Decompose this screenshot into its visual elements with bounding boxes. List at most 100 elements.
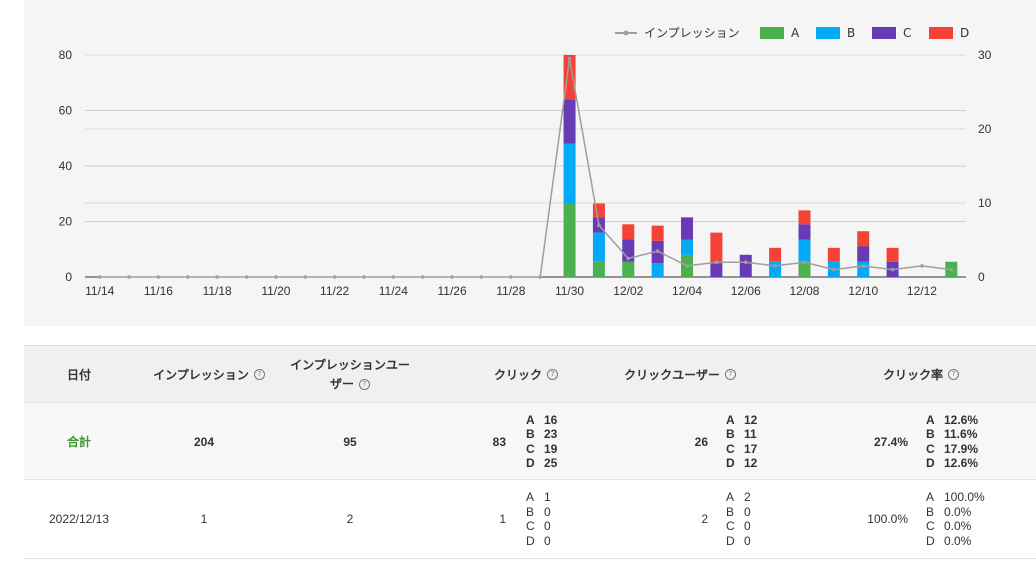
impressions-point xyxy=(920,264,924,268)
bar-segment-a xyxy=(622,261,635,277)
total-label: 合計 xyxy=(66,435,91,449)
bar-segment-a xyxy=(798,261,811,277)
help-icon[interactable]: ? xyxy=(547,369,558,380)
y-left-tick-label: 20 xyxy=(59,215,73,229)
bar-segment-b xyxy=(798,239,811,262)
legend-label: A xyxy=(791,26,800,40)
stacked-bar-chart: 0 20 40 60 80 0 10 20 30 11/14 11/16 11/18 11/20 11/2… xyxy=(59,26,992,298)
help-icon[interactable]: ? xyxy=(253,369,265,380)
row-ctr: 100.0% xyxy=(867,512,908,526)
x-tick-label: 12/06 xyxy=(731,284,761,298)
impressions-point xyxy=(538,275,542,279)
total-ctr: 27.4% xyxy=(873,434,908,449)
header-ctr[interactable]: クリック率 ? xyxy=(784,346,1036,403)
x-tick-label: 11/14 xyxy=(85,284,114,298)
bar-segment-d xyxy=(857,231,870,247)
x-tick-label: 11/30 xyxy=(555,284,584,298)
y-right-tick-label: 10 xyxy=(978,196,992,210)
bar-segment-c xyxy=(563,99,576,144)
bar-segment-c xyxy=(739,254,752,277)
impressions-point xyxy=(567,56,572,61)
bar-segment-b xyxy=(681,239,694,255)
bar-segment-c xyxy=(681,217,694,240)
ab-list: A 100.0% B 0.0% C 0.0% D 0.0% xyxy=(926,490,985,548)
total-imp-users: 95 xyxy=(343,434,357,449)
row-impressions: 1 xyxy=(200,512,208,526)
x-tick-label: 11/18 xyxy=(203,284,232,298)
row-clicks: 1 xyxy=(499,512,506,526)
header-date-label: 日付 xyxy=(66,368,91,382)
legend-swatch xyxy=(816,27,840,39)
legend-label: B xyxy=(847,26,855,40)
x-tick-label: 12/02 xyxy=(613,284,643,298)
impressions-point xyxy=(743,260,748,265)
x-tick-label: 11/20 xyxy=(261,284,290,298)
impressions-point xyxy=(655,249,660,253)
header-ctr-label: クリック率 xyxy=(882,368,943,382)
impressions-point xyxy=(420,275,425,279)
total-clicks-breakdown: A 16 B 23 C 19 D 25 xyxy=(526,403,586,480)
x-tick-label: 11/22 xyxy=(320,284,349,298)
impressions-point xyxy=(949,267,954,272)
impressions-point xyxy=(303,275,308,279)
header-impressions-label: インプレッション xyxy=(153,368,249,382)
header-date[interactable]: 日付 xyxy=(24,346,134,403)
impressions-point xyxy=(450,275,454,279)
x-tick-label: 12/08 xyxy=(789,284,819,298)
bar-segment-d xyxy=(651,225,664,241)
bar-segment-b xyxy=(651,263,664,277)
help-icon[interactable]: ? xyxy=(359,378,370,390)
impressions-point xyxy=(479,275,484,279)
help-icon[interactable]: ? xyxy=(724,369,736,380)
table-total-row: 合計 204 95 83 A 16 B 23 C 19 D 25 26 A 12 B 11 … xyxy=(24,402,1036,480)
impressions-point xyxy=(714,260,719,265)
header-imp-users-line1: インプレッションユー xyxy=(290,357,410,372)
x-tick-label: 11/28 xyxy=(496,284,525,298)
impressions-point xyxy=(773,264,777,268)
stats-table: 日付 インプレッション ? インプレッションユー ザー? クリック ? クリック… xyxy=(24,345,1036,559)
header-click-users[interactable]: クリックユーザー ? xyxy=(558,346,784,403)
impressions-point xyxy=(861,264,866,268)
impressions-point xyxy=(332,275,337,279)
impressions-point xyxy=(597,223,601,227)
impressions-point xyxy=(626,256,631,261)
impressions-point xyxy=(685,264,689,268)
y-right-tick-label: 30 xyxy=(978,48,992,62)
y-right-tick-label: 20 xyxy=(978,122,992,136)
impressions-point xyxy=(890,267,895,272)
x-tick-label: 11/26 xyxy=(438,284,467,298)
header-clicks[interactable]: クリック ? xyxy=(416,346,558,403)
header-imp-users[interactable]: インプレッションユー ザー? xyxy=(284,346,416,403)
legend-label: インプレッション xyxy=(644,26,740,40)
ab-list: A 16 B 23 C 19 D 25 xyxy=(526,412,558,471)
total-clicks: 83 xyxy=(492,434,506,449)
y-left-tick-label: 0 xyxy=(65,270,72,284)
x-tick-label: 11/24 xyxy=(379,284,408,298)
bar-segment-b xyxy=(563,143,576,204)
row-click-users: 2 xyxy=(701,512,708,526)
bar-segment-d xyxy=(798,210,811,225)
legend-label: C xyxy=(903,26,911,40)
bar-segment-a xyxy=(563,203,576,277)
header-impressions[interactable]: インプレッション ? xyxy=(134,346,284,403)
header-imp-users-line2: ザー xyxy=(329,376,354,391)
help-icon[interactable]: ? xyxy=(948,369,959,380)
bar-segment-c xyxy=(857,246,870,262)
ab-list: A 12 B 11 C 17 D 12 xyxy=(726,412,758,471)
impressions-point xyxy=(185,275,190,279)
bar-segment-d xyxy=(886,247,899,262)
bar-segment-b xyxy=(769,261,782,277)
bar-segment-c xyxy=(798,224,811,240)
legend-label: D xyxy=(960,26,969,40)
row-date: 2022/12/13 xyxy=(48,512,110,526)
impressions-point xyxy=(832,267,836,272)
bar-segment-d xyxy=(827,247,840,262)
impressions-point xyxy=(156,275,161,279)
ab-list: A 12.6% B 11.6% C 17.9% D 12.6% xyxy=(926,412,979,471)
table-header-row: 日付 インプレッション ? インプレッションユー ザー? クリック ? クリック… xyxy=(24,345,1036,403)
impressions-point xyxy=(244,275,249,279)
x-tick-label: 12/12 xyxy=(907,284,937,298)
y-left-tick-label: 40 xyxy=(59,159,73,173)
